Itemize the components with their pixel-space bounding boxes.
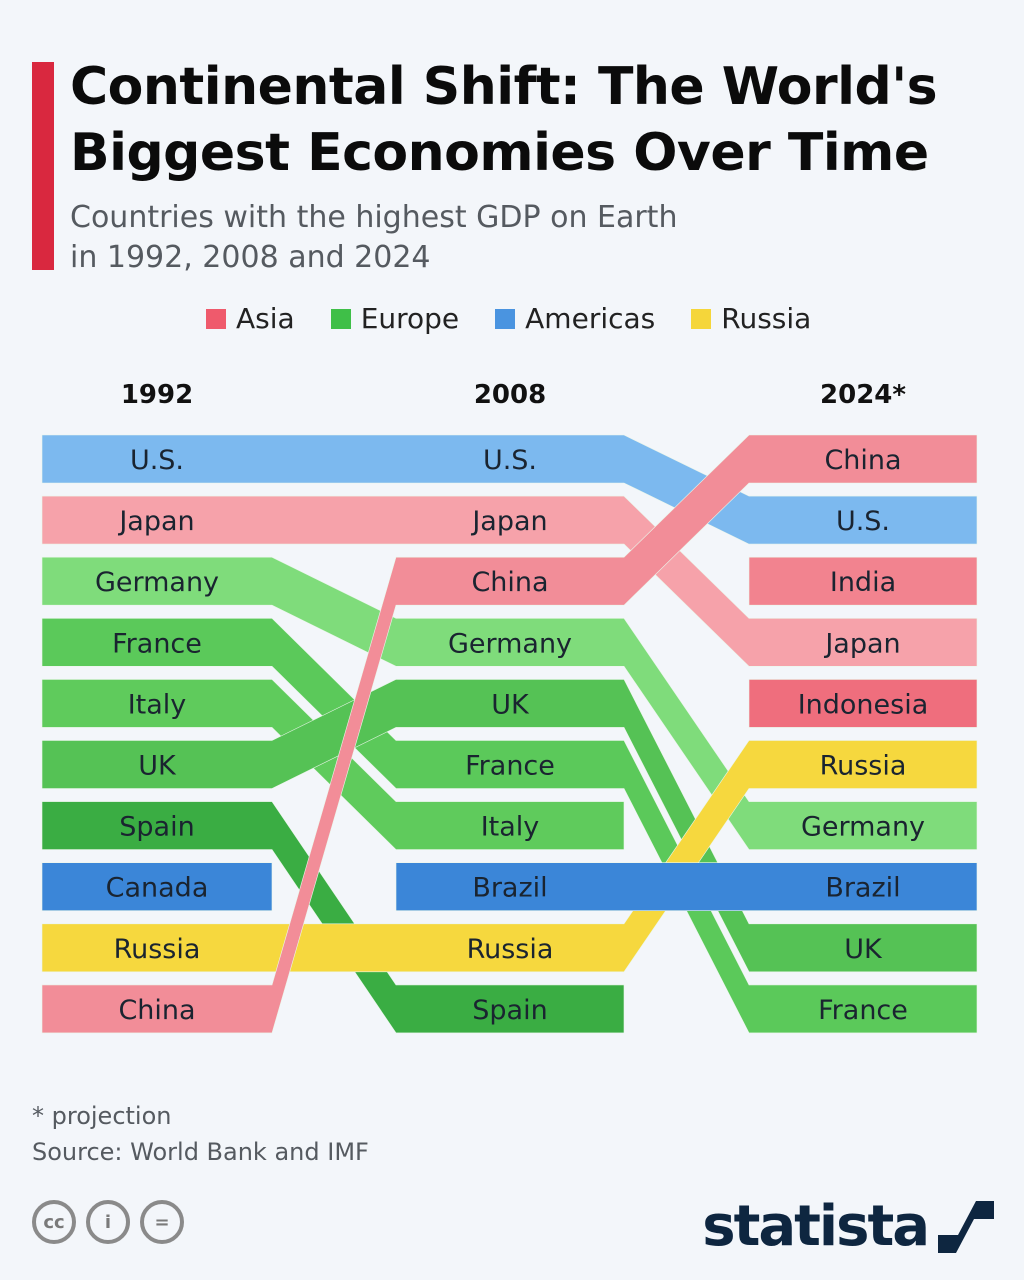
band-brazil — [395, 862, 978, 912]
legend-item: Americas — [495, 302, 655, 335]
year-label: 2024* — [820, 380, 906, 410]
country-label: UK — [844, 934, 883, 965]
footnote: * projection — [32, 1102, 172, 1130]
country-label: Spain — [119, 812, 194, 843]
country-label: Italy — [128, 689, 187, 720]
band-uk — [41, 679, 978, 973]
country-label: France — [465, 751, 555, 782]
band-russia — [41, 740, 978, 973]
bump-chart: 1992 U.S. Japan Germany France Italy UK Spain Ca… — [41, 380, 978, 1034]
country-label: Italy — [481, 812, 540, 843]
title-line: Biggest Economies Over Time — [70, 123, 929, 183]
country-label: Russia — [467, 934, 554, 965]
subtitle-line: Countries with the highest GDP on Earth — [70, 200, 678, 235]
country-label: U.S. — [483, 445, 537, 476]
country-label: Spain — [472, 995, 547, 1026]
subtitle: Countries with the highest GDP on Earth … — [70, 198, 677, 278]
band-indonesia — [748, 679, 978, 728]
country-label: Brazil — [825, 873, 900, 904]
legend-label: Russia — [721, 302, 812, 335]
country-label: Germany — [448, 628, 572, 659]
attribution-icon: i — [86, 1200, 130, 1244]
legend-swatch — [495, 308, 516, 329]
legend-label: Asia — [236, 302, 295, 335]
legend-swatch — [691, 308, 712, 329]
country-label: China — [824, 445, 901, 476]
legend-item: Asia — [206, 302, 295, 335]
legend-swatch — [330, 308, 351, 329]
country-label: China — [118, 995, 195, 1026]
band-japan — [41, 495, 978, 667]
country-label: Russia — [114, 934, 201, 965]
no-derivatives-icon: = — [140, 1200, 184, 1244]
country-label: France — [112, 628, 202, 659]
country-label: UK — [138, 751, 177, 782]
legend: Asia Europe Americas Russia — [206, 302, 811, 335]
year-label: 2008 — [474, 380, 546, 410]
country-label: UK — [491, 689, 530, 720]
legend-item: Russia — [691, 302, 811, 335]
country-label: Indonesia — [798, 689, 929, 720]
license-icons: cc i = — [32, 1200, 184, 1244]
statista-logo-icon — [938, 1200, 994, 1253]
cc-icon: cc — [32, 1200, 76, 1244]
country-label: Germany — [801, 812, 925, 843]
band-india — [748, 556, 978, 606]
country-label: Brazil — [472, 873, 547, 904]
band-canada — [41, 862, 273, 912]
band-china — [41, 434, 978, 1034]
country-label: Canada — [106, 873, 209, 904]
country-label: Germany — [95, 567, 219, 598]
country-label: U.S. — [836, 506, 890, 537]
year-label: 1992 — [121, 380, 193, 410]
country-label: Japan — [117, 506, 194, 537]
subtitle-line: in 1992, 2008 and 2024 — [70, 240, 431, 275]
country-label: Japan — [470, 506, 547, 537]
brand-text: statista — [702, 1194, 930, 1259]
statista-logo: statista — [702, 1194, 994, 1259]
country-label: India — [830, 567, 896, 598]
legend-label: Europe — [360, 302, 460, 335]
country-label: Russia — [820, 751, 907, 782]
band-france — [41, 617, 978, 1034]
page-title: Continental Shift: The World's Biggest E… — [70, 54, 938, 186]
accent-bar — [32, 62, 54, 270]
legend-swatch — [206, 308, 226, 329]
country-label: U.S. — [130, 445, 184, 476]
band-us — [41, 434, 978, 545]
country-label: Japan — [823, 628, 900, 659]
band-germany — [41, 556, 978, 850]
legend-item: Europe — [330, 302, 460, 335]
legend-label: Americas — [525, 302, 656, 335]
source: Source: World Bank and IMF — [32, 1138, 369, 1166]
country-label: China — [471, 567, 548, 598]
title-line: Continental Shift: The World's — [70, 57, 938, 117]
country-label: France — [818, 995, 908, 1026]
